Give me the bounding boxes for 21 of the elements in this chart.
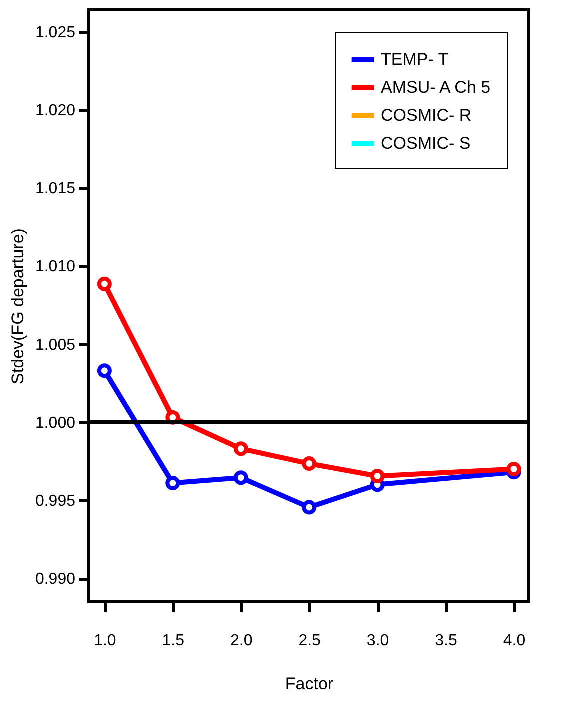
x-tick-label: 1.0 [94, 632, 116, 650]
y-axis-title: Stdev(FG departure) [8, 228, 28, 384]
legend-label: TEMP- T [381, 50, 449, 69]
y-tick-label: 1.025 [35, 24, 76, 42]
x-axis-title: Factor [285, 674, 334, 694]
x-tick-label: 2.0 [230, 632, 253, 650]
x-tick-label: 1.5 [162, 632, 185, 650]
y-tick-label: 1.005 [35, 336, 76, 354]
y-tick-label: 1.010 [35, 258, 76, 276]
y-tick-label: 1.015 [35, 180, 76, 198]
x-tick-label: 3.5 [435, 632, 458, 650]
x-tick-label: 2.5 [298, 632, 322, 650]
x-tick-label: 3.0 [366, 632, 390, 650]
legend-label: COSMIC- S [381, 134, 471, 153]
x-tick-label: 4.0 [503, 632, 526, 650]
y-tick-label: 0.995 [35, 492, 76, 510]
y-tick-label: 1.020 [35, 102, 76, 120]
legend-label: COSMIC- R [381, 106, 472, 125]
y-tick-label: 0.990 [35, 571, 76, 588]
y-tick-label: 1.000 [35, 414, 76, 432]
legend-label: AMSU- A Ch 5 [381, 78, 491, 97]
